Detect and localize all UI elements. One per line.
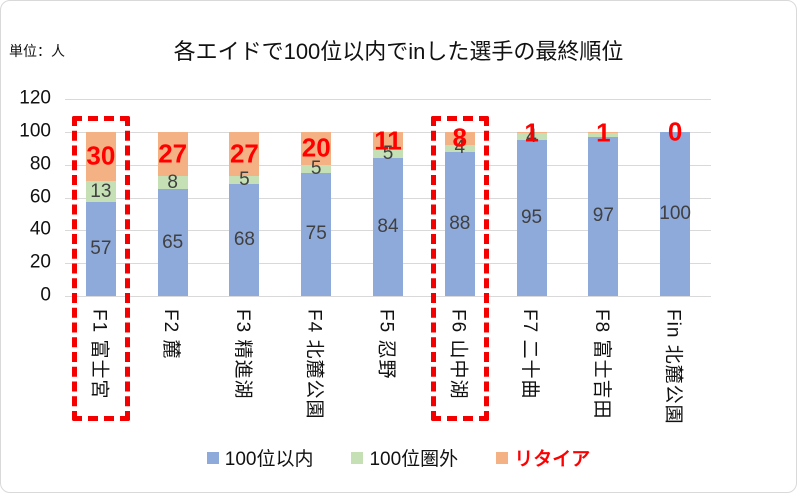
legend-swatch xyxy=(496,451,509,464)
legend-label: 100位圏外 xyxy=(369,449,459,470)
bar-segment-within100 xyxy=(85,202,116,296)
highlight-box xyxy=(71,116,130,421)
bar-value-label: 4 xyxy=(454,137,466,159)
legend-label: リタイア xyxy=(514,449,591,470)
legend-swatch xyxy=(206,451,219,464)
x-axis-label: F1 富士宮 xyxy=(88,309,110,400)
bar-segment-outside100 xyxy=(229,176,260,185)
bar-segment-within100 xyxy=(588,136,619,296)
highlight-box xyxy=(430,116,489,421)
bar-value-label: 4 xyxy=(526,125,537,147)
bar-segment-within100 xyxy=(444,151,475,296)
bar-segment-retire xyxy=(157,131,188,177)
retire-value-label: 30 xyxy=(86,140,116,171)
bar-segment-retire xyxy=(229,131,260,177)
bar-segment-outside100 xyxy=(301,164,332,173)
x-axis-label: F2 麓 xyxy=(160,309,182,360)
bar-value-label: 68 xyxy=(233,229,256,251)
legend: 100位以内 100位圏外 リタイア xyxy=(1,444,796,471)
gridline xyxy=(65,99,711,100)
bar-value-label: 75 xyxy=(305,223,327,245)
legend-label: 100位以内 xyxy=(224,449,314,470)
retire-value-label: 0 xyxy=(667,116,683,147)
bar-segment-within100 xyxy=(516,140,547,296)
retire-value-label: 27 xyxy=(158,138,188,169)
bar-value-label: 57 xyxy=(90,238,112,260)
retire-value-label: 1 xyxy=(596,117,611,148)
bar-value-label: 88 xyxy=(449,212,471,234)
y-axis-tick-label: 60 xyxy=(29,186,51,208)
bar-segment-outside100 xyxy=(588,133,619,137)
bar-value-label: 5 xyxy=(239,169,250,191)
y-axis-tick-label: 0 xyxy=(40,284,51,306)
bar-segment-retire xyxy=(85,131,116,182)
bar-segment-outside100 xyxy=(85,181,116,203)
bar-value-label: 84 xyxy=(377,216,399,238)
y-axis-tick-label: 100 xyxy=(19,120,51,142)
retire-value-label: 27 xyxy=(229,138,259,169)
retire-value-label: 1 xyxy=(524,117,539,148)
x-axis-label: Fin 北麓公園 xyxy=(662,309,684,425)
bar-value-label: 5 xyxy=(310,157,322,179)
bar-segment-outside100 xyxy=(444,144,475,152)
bar-value-label: 13 xyxy=(90,180,112,202)
x-axis-label: F4 北麓公園 xyxy=(303,309,325,420)
legend-swatch xyxy=(351,451,364,464)
bar-segment-retire xyxy=(516,131,547,134)
bar-value-label: 95 xyxy=(520,207,543,229)
bar-value-label: 5 xyxy=(382,142,394,164)
bar-value-label: 97 xyxy=(592,205,614,227)
y-axis-tick-label: 40 xyxy=(29,218,51,240)
x-axis-label: F5 忍野 xyxy=(375,309,397,380)
bar-value-label: 65 xyxy=(162,231,184,253)
bar-segment-within100 xyxy=(229,184,260,296)
retire-value-label: 11 xyxy=(374,125,402,156)
bar-segment-retire xyxy=(301,131,332,165)
bar-segment-outside100 xyxy=(516,133,547,141)
x-axis-label: F3 精進湖 xyxy=(231,309,253,400)
bar-segment-within100 xyxy=(301,172,332,296)
bar-value-label: 8 xyxy=(167,171,178,193)
bar-segment-within100 xyxy=(157,189,188,296)
bar-segment-within100 xyxy=(373,158,403,296)
retire-value-label: 8 xyxy=(452,122,467,153)
x-axis-label: F6 山中湖 xyxy=(447,309,469,400)
y-axis-tick-label: 20 xyxy=(29,251,51,273)
legend-item: 100位以内 xyxy=(206,444,314,471)
bar-value-label: 100 xyxy=(659,202,691,224)
bar-segment-outside100 xyxy=(373,149,403,159)
chart-title: 各エイドで100位以内でinした選手の最終順位 xyxy=(173,39,624,64)
retire-value-label: 20 xyxy=(301,132,331,163)
bar-segment-retire xyxy=(588,131,619,134)
legend-item: リタイア xyxy=(496,444,590,471)
x-axis-label: F7 二十曲 xyxy=(519,309,541,400)
x-axis-label: F8 富士吉田 xyxy=(590,309,612,420)
unit-label: 単位：人 xyxy=(9,43,65,59)
y-axis-tick-label: 80 xyxy=(29,153,51,175)
gridline xyxy=(65,296,711,297)
y-axis-tick-label: 120 xyxy=(19,87,51,109)
bar-segment-within100 xyxy=(660,131,691,296)
bar-segment-outside100 xyxy=(157,176,188,190)
bar-segment-retire xyxy=(373,131,403,150)
legend-item: 100位圏外 xyxy=(351,444,458,471)
bar-segment-retire xyxy=(444,131,475,145)
